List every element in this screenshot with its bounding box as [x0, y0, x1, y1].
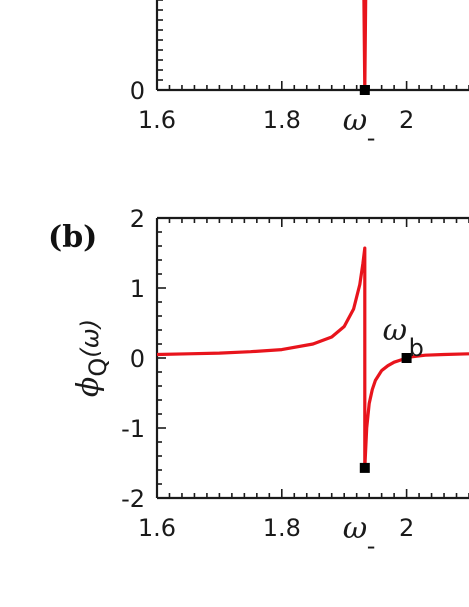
panel-a-marker: [359, 85, 370, 95]
panel-b-tick-labels: 1.6 1.8 2 -2 -1 0 1 2: [121, 205, 414, 542]
panel-a-series-line: [362, 0, 368, 90]
panel-a-ticks: [156, 0, 469, 91]
ylabel-argument: (ω): [76, 319, 104, 358]
ylabel-phi: ϕ: [71, 377, 106, 397]
panel-a-markers: [359, 85, 370, 95]
panel-b-x-tick-label: 1.6: [138, 514, 176, 542]
panel-b-marker: [401, 353, 412, 363]
panel-b-markers: [359, 353, 412, 473]
panel-b-x-tick-label: 1.8: [263, 514, 301, 542]
panel-a-tick-labels: 1.6 1.8 2 0: [130, 77, 415, 134]
panel-a-y-tick-label: 0: [130, 77, 145, 105]
panel-a-x-tick-label: 1.6: [138, 106, 176, 134]
panel-a-omega-subscript: -: [367, 124, 376, 152]
panel-a-chart: 1.6 1.8 2 0 ω-: [130, 0, 469, 152]
panel-b-y-tick-label: 2: [130, 205, 145, 233]
svg-text:ϕQ(ω): ϕQ(ω): [71, 319, 112, 397]
panel-b-y-tick-label: 0: [130, 345, 145, 373]
panel-a-annotations: ω-: [343, 103, 376, 152]
panel-b-omega-minus-subscript: -: [367, 532, 376, 560]
panel-b-annotations: ω -ω b: [343, 313, 424, 560]
ylabel-subscript: Q: [84, 358, 112, 377]
panel-a-x-tick-label: 2: [399, 106, 414, 134]
panel-b-y-tick-label: 1: [130, 275, 145, 303]
panel-b-y-tick-label: -1: [121, 415, 145, 443]
panel-b-ticks: [156, 217, 469, 499]
panel-b-y-tick-label: -2: [121, 485, 145, 513]
panel-b-x-tick-label: 2: [399, 514, 414, 542]
panel-a-omega-minus-label: ω: [343, 103, 367, 138]
panel-b-omega-b-subscript: b: [409, 334, 424, 362]
panel-b-label: (b): [48, 220, 97, 255]
panel-a-x-tick-label: 1.8: [263, 106, 301, 134]
panel-b-y-axis-label: ϕQ(ω): [71, 319, 112, 397]
panel-b-marker: [359, 462, 370, 473]
panel-b-omega-minus-label: ω: [343, 511, 367, 546]
panel-b-omega-b-label: ω: [383, 313, 407, 348]
